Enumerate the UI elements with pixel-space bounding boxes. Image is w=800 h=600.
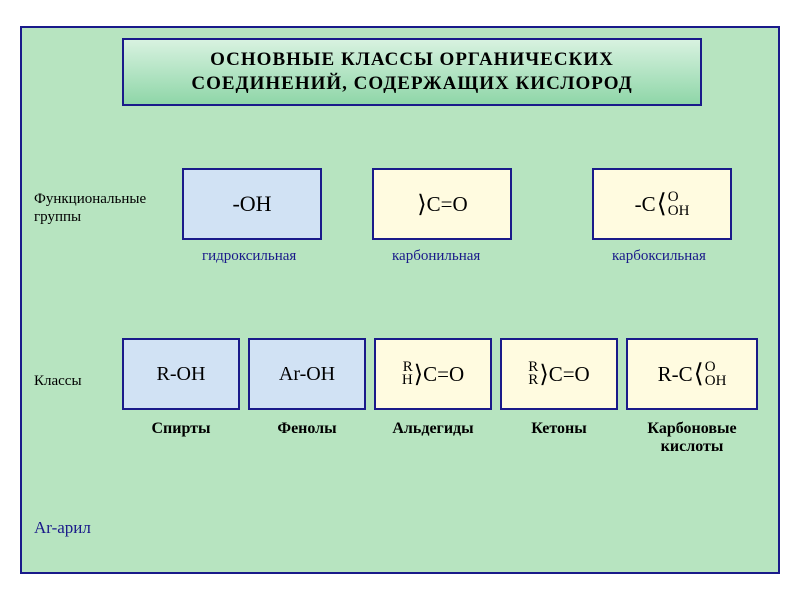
aril-label: Ar-арил xyxy=(34,518,91,538)
title-line1: ОСНОВНЫЕ КЛАССЫ ОРГАНИЧЕСКИХ xyxy=(128,48,696,72)
title-line2: СОЕДИНЕНИЙ, СОДЕРЖАЩИХ КИСЛОРОД xyxy=(128,72,696,96)
cls-name-4: Карбоновые кислоты xyxy=(626,420,758,456)
fg-name-0: гидроксильная xyxy=(202,248,296,265)
cls-name-1: Фенолы xyxy=(248,420,366,438)
fg-box-0: -OH xyxy=(182,168,322,240)
cls-box-2: RH ⟩ C=O xyxy=(374,338,492,410)
cls-name-0: Спирты xyxy=(122,420,240,438)
cls-box-1: Ar-OH xyxy=(248,338,366,410)
cls-box-0: R-OH xyxy=(122,338,240,410)
fg-box-1: ⟩ C=O xyxy=(372,168,512,240)
cls-box-4: R-C ⟨ OOH xyxy=(626,338,758,410)
classes-label: Классы xyxy=(34,373,82,390)
fg-box-2: -C ⟨ OOH xyxy=(592,168,732,240)
connectors-svg xyxy=(22,28,778,572)
fg-name-1: карбонильная xyxy=(392,248,480,265)
fg-name-2: карбоксильная xyxy=(612,248,706,265)
functional-groups-label: Функциональные группы xyxy=(34,190,164,226)
cls-name-3: Кетоны xyxy=(500,420,618,438)
title-box: ОСНОВНЫЕ КЛАССЫ ОРГАНИЧЕСКИХ СОЕДИНЕНИЙ,… xyxy=(122,38,702,106)
cls-box-3: RR ⟩ C=O xyxy=(500,338,618,410)
diagram-frame: ОСНОВНЫЕ КЛАССЫ ОРГАНИЧЕСКИХ СОЕДИНЕНИЙ,… xyxy=(20,26,780,574)
cls-name-2: Альдегиды xyxy=(374,420,492,438)
